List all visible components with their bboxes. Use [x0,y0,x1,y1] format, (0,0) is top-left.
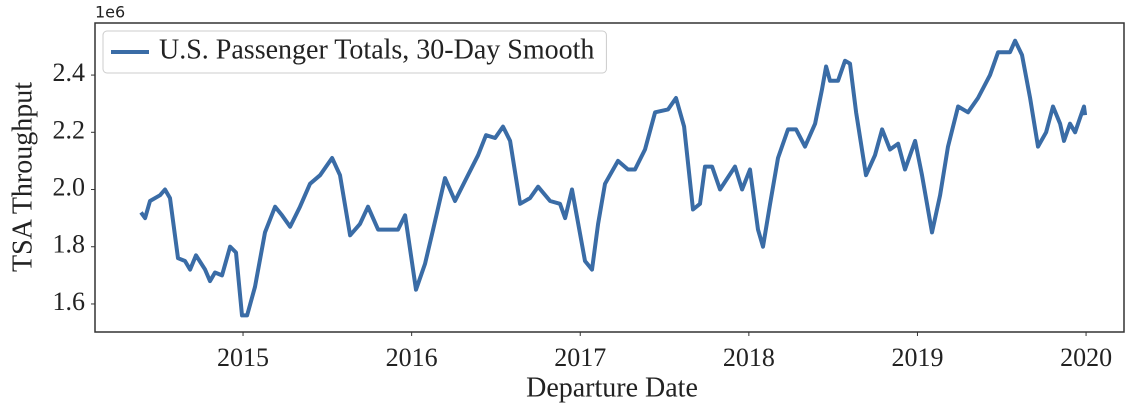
plot-frame [94,22,1125,333]
x-tick-label: 2019 [891,343,943,372]
x-tick-label: 2016 [386,343,438,372]
y-tick-label: 2.4 [53,58,86,87]
y-tick-label: 2.2 [53,115,86,144]
legend-label: U.S. Passenger Totals, 30-Day Smooth [159,34,594,65]
legend-box [102,30,607,74]
y-axis-label: TSA Throughput [7,82,38,272]
x-tick-label: 2015 [217,343,269,372]
y-tick-label: 1.6 [53,287,86,316]
x-axis-label: Departure Date [526,372,698,403]
x-tick-label: 2018 [723,343,775,372]
y-tick-label: 1.8 [53,230,86,259]
y-tick-label: 2.0 [53,172,86,201]
y-offset-label: 1e6 [95,3,125,22]
x-tick-label: 2020 [1060,343,1112,372]
x-tick-label: 2017 [554,343,606,372]
data-line [139,38,1088,318]
